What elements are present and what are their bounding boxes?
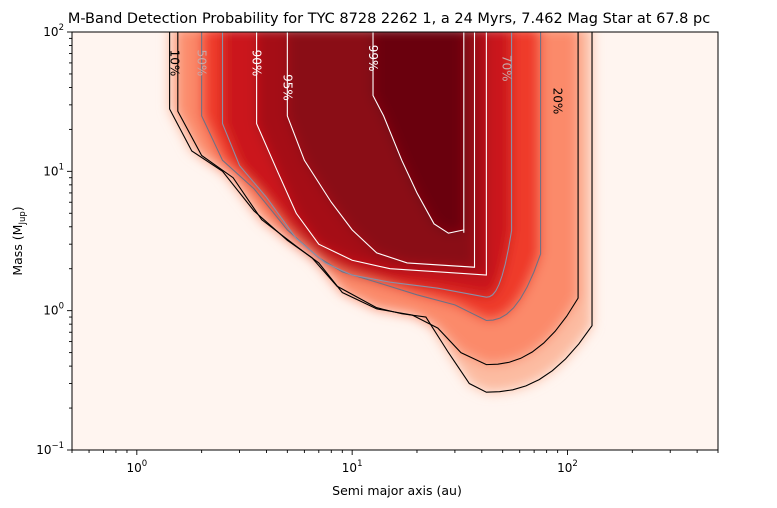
x-tick-label: 101	[342, 459, 363, 475]
y-tick-label: 102	[43, 23, 64, 39]
contour-label-99pct: 99%	[366, 45, 380, 72]
y-axis-label-main: Mass (M	[10, 225, 25, 276]
contour-line-10pct	[169, 32, 593, 393]
y-tick-label: 101	[43, 162, 64, 178]
contour-label-95pct: 95%	[280, 74, 294, 101]
contour-line-90pct	[256, 32, 487, 276]
contour-label-50pct: 50%	[195, 50, 209, 77]
contour-label-70pct: 70%	[499, 55, 513, 82]
contour-label-90pct: 90%	[250, 50, 264, 77]
contour-line-95pct	[286, 32, 476, 268]
y-tick-label: 10−1	[36, 441, 64, 457]
y-axis: 10−1 100 101 102	[36, 23, 72, 457]
contour-line-99pct	[372, 32, 465, 234]
contour-label-20pct: 20%	[551, 88, 565, 115]
x-axis: 100 101 102	[71, 450, 719, 475]
contour-line-70pct	[221, 32, 513, 298]
y-axis-label-end: )	[10, 206, 25, 211]
contour-line-20pct	[177, 32, 579, 366]
heatmap-band-99pct	[373, 32, 464, 234]
y-axis-label: Mass (MJup)	[10, 206, 28, 275]
chart-title: M-Band Detection Probability for TYC 872…	[68, 11, 710, 27]
x-tick-label: 100	[126, 459, 147, 475]
contour-labels: 10% 20% 50% 70% 90% 95% 99%	[168, 45, 565, 115]
y-tick-label: 100	[43, 302, 64, 318]
x-axis-label: Semi major axis (au)	[332, 483, 462, 498]
contour-lines	[169, 32, 593, 393]
x-tick-label: 102	[557, 459, 578, 475]
contour-label-10pct: 10%	[168, 50, 182, 77]
y-axis-label-sub: Jup	[18, 211, 28, 225]
plot-frame	[71, 31, 719, 451]
contour-line-50pct	[201, 32, 542, 322]
